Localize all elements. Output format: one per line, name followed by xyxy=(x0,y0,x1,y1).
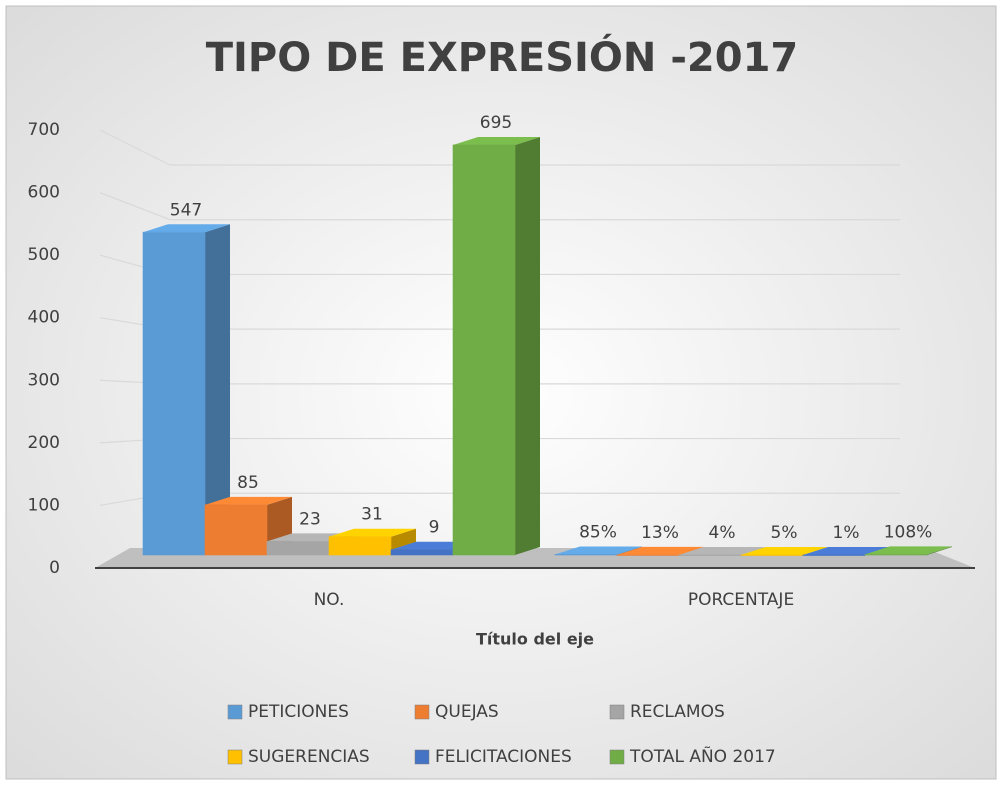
legend-label: FELICITACIONES xyxy=(435,747,572,767)
bar-side xyxy=(927,546,952,555)
data-label: 85% xyxy=(579,522,617,542)
y-tick-label: 300 xyxy=(28,370,60,390)
legend-label: SUGERENCIAS xyxy=(248,747,370,767)
bar xyxy=(616,554,680,556)
bar-top xyxy=(555,546,642,555)
x-tick-label: NO. xyxy=(314,590,345,610)
y-tick-label: 400 xyxy=(28,308,60,328)
y-tick-label: 500 xyxy=(28,245,60,265)
bar xyxy=(328,536,392,556)
bar-top xyxy=(329,528,416,537)
legend-swatch xyxy=(227,704,243,720)
legend-label: RECLAMOS xyxy=(630,702,725,722)
y-tick-label: 100 xyxy=(28,495,60,515)
bar-top xyxy=(205,496,292,505)
y-tick-label: 0 xyxy=(49,558,60,578)
bar-top xyxy=(617,546,704,555)
legend-swatch xyxy=(609,749,625,765)
bar-top xyxy=(741,546,828,555)
bar xyxy=(802,554,866,556)
bar xyxy=(452,144,516,556)
data-label: 13% xyxy=(641,523,679,543)
bar-top xyxy=(143,224,230,233)
data-label: 4% xyxy=(709,523,736,543)
legend-swatch xyxy=(414,749,430,765)
chart-title: TIPO DE EXPRESIÓN -2017 xyxy=(206,33,799,81)
bar-side xyxy=(803,546,828,555)
y-tick-label: 200 xyxy=(28,433,60,453)
bar-top xyxy=(679,546,766,555)
bar xyxy=(390,549,454,556)
legend-swatch xyxy=(414,704,430,720)
legend-swatch xyxy=(609,704,625,720)
x-axis-title: Título del eje xyxy=(476,630,594,649)
bar-top xyxy=(803,546,890,555)
bar-side xyxy=(205,224,230,555)
data-label: 547 xyxy=(170,200,202,220)
bar-top xyxy=(865,546,952,555)
bar-side xyxy=(617,546,642,555)
data-label: 23 xyxy=(299,509,321,529)
data-label: 85 xyxy=(237,473,259,493)
bar xyxy=(266,540,330,556)
y-tick-label: 600 xyxy=(28,183,60,203)
bar xyxy=(864,553,928,556)
y-tick-label: 700 xyxy=(28,120,60,140)
bar-top xyxy=(453,136,540,145)
data-label: 1% xyxy=(833,523,860,543)
data-label: 695 xyxy=(480,113,512,133)
data-label: 9 xyxy=(429,518,440,538)
bar xyxy=(678,554,742,556)
bar xyxy=(142,231,206,556)
legend-label: TOTAL AÑO 2017 xyxy=(629,745,776,767)
x-tick-label: PORCENTAJE xyxy=(688,590,794,610)
grid-line xyxy=(99,129,900,166)
data-label: 108% xyxy=(884,522,933,542)
data-label: 31 xyxy=(361,505,383,525)
legend-label: PETICIONES xyxy=(248,702,349,722)
bar xyxy=(204,504,268,556)
bar-side xyxy=(515,136,540,555)
data-label: 5% xyxy=(771,523,798,543)
legend-swatch xyxy=(227,749,243,765)
bar xyxy=(554,553,618,556)
bar xyxy=(740,554,804,556)
grid-line xyxy=(99,192,900,221)
legend-label: QUEJAS xyxy=(435,702,499,722)
